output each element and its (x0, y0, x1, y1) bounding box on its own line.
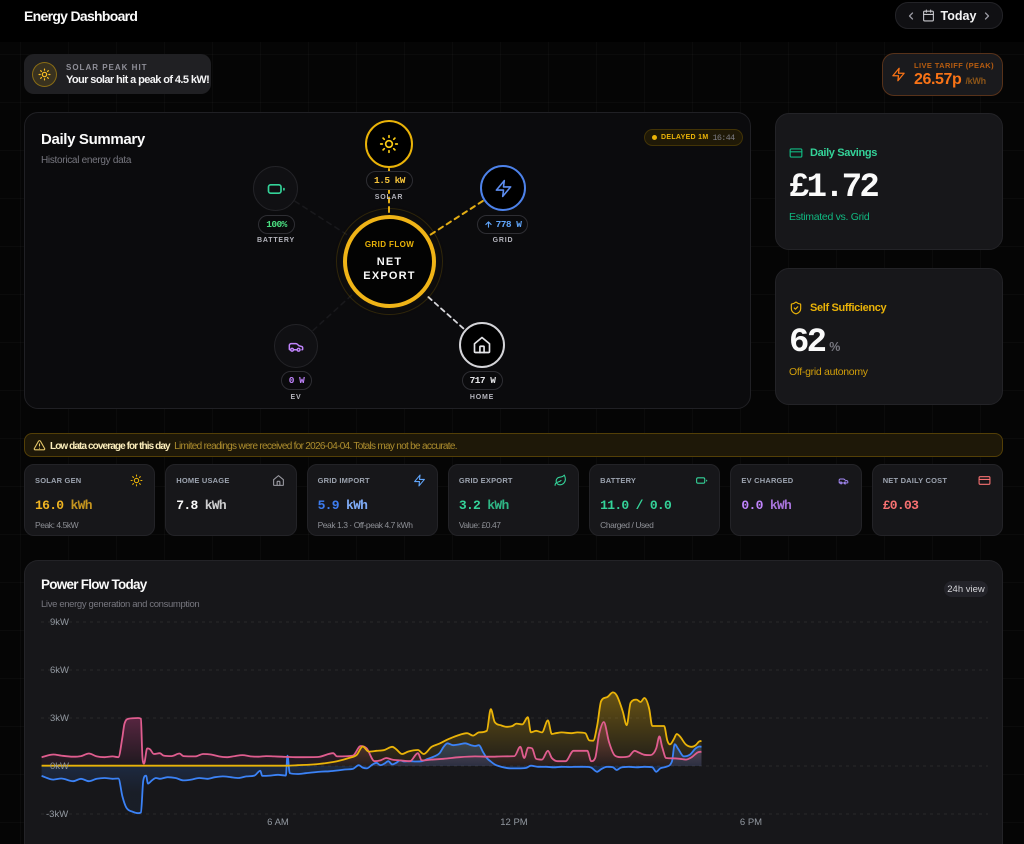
svg-text:12 PM: 12 PM (500, 817, 528, 828)
svg-text:6kW: 6kW (50, 665, 69, 676)
svg-text:9kW: 9kW (50, 617, 69, 628)
svg-text:0kW: 0kW (50, 761, 69, 772)
svg-text:6 PM: 6 PM (740, 817, 762, 828)
svg-text:3kW: 3kW (50, 713, 69, 724)
svg-text:6 AM: 6 AM (267, 817, 289, 828)
svg-text:-3kW: -3kW (46, 809, 68, 820)
